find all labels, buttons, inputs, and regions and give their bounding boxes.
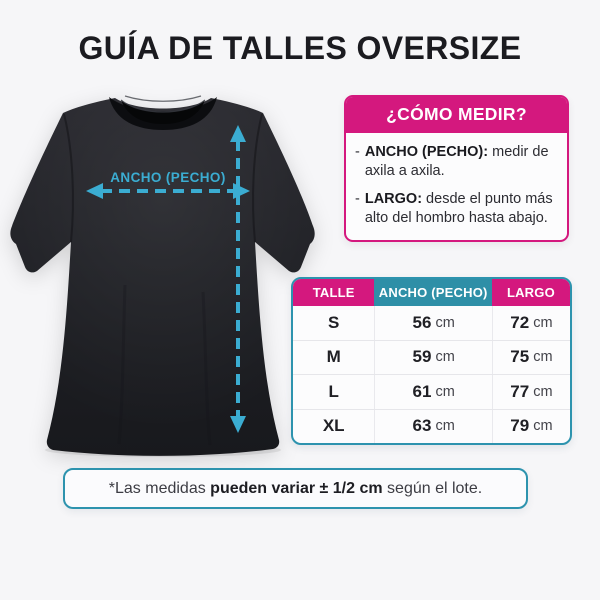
table-row: S 56 cm 72 cm — [293, 306, 570, 340]
tshirt-illustration: ANCHO (PECHO) — [5, 80, 320, 458]
size-table: TALLE ANCHO (PECHO) LARGO S 56 cm 72 cm M … — [291, 277, 572, 445]
length-measure-arrow — [230, 125, 246, 433]
note-pre: *Las medidas — [108, 479, 211, 497]
table-row: M 59 cm 75 cm — [293, 339, 570, 374]
table-header-largo: LARGO — [491, 279, 570, 306]
note-post: según el lote. — [382, 479, 483, 497]
measure-instruction-largo: - LARGO: desde el punto más alto del hom… — [355, 190, 557, 228]
width-arrow-label: ANCHO (PECHO) — [110, 170, 225, 185]
bullet-text: LARGO: desde el punto más alto del hombr… — [364, 191, 553, 226]
bullet-dash: - — [355, 191, 360, 207]
cell-size: M — [326, 347, 341, 367]
table-header-ancho: ANCHO (PECHO) — [374, 279, 492, 306]
cell-largo: 75 cm — [491, 340, 570, 374]
cell-ancho: 56 cm — [374, 306, 491, 340]
table-row: L 61 cm 77 cm — [293, 374, 570, 409]
cell-largo: 77 cm — [491, 375, 570, 409]
table-row: XL 63 cm 79 cm — [293, 408, 570, 443]
cell-size: XL — [322, 416, 345, 436]
note-bold: pueden variar ± 1/2 cm — [210, 479, 383, 497]
measure-instruction-ancho: - ANCHO (PECHO): medir de axila a axila. — [355, 143, 557, 181]
bullet-text: ANCHO (PECHO): medir de axila a axila. — [364, 144, 549, 179]
bullet-dash: - — [355, 144, 360, 160]
how-to-measure-body: - ANCHO (PECHO): medir de axila a axila.… — [346, 133, 567, 240]
cell-largo: 72 cm — [491, 306, 570, 340]
how-to-measure-box: ¿CÓMO MEDIR? - ANCHO (PECHO): medir de a… — [344, 95, 569, 242]
cell-size: L — [328, 381, 339, 401]
table-header-row: TALLE ANCHO (PECHO) LARGO — [293, 279, 570, 306]
cell-largo: 79 cm — [491, 409, 570, 443]
how-to-measure-title: ¿CÓMO MEDIR? — [346, 97, 567, 133]
tshirt-shape — [10, 95, 315, 456]
collar — [109, 95, 217, 130]
cell-size: S — [328, 312, 340, 332]
table-body: S 56 cm 72 cm M 59 cm 75 cm L 61 cm 77 cm XL 6… — [293, 306, 570, 443]
table-header-talle: TALLE — [293, 279, 375, 306]
cell-ancho: 59 cm — [374, 340, 491, 374]
page-title: GUÍA DE TALLES OVERSIZE — [78, 30, 522, 66]
note-box: *Las medidas pueden variar ± 1/2 cm segú… — [63, 468, 528, 509]
tshirt-graphic: ANCHO (PECHO) — [10, 95, 315, 457]
cell-ancho: 61 cm — [374, 375, 491, 409]
cell-ancho: 63 cm — [374, 409, 491, 443]
